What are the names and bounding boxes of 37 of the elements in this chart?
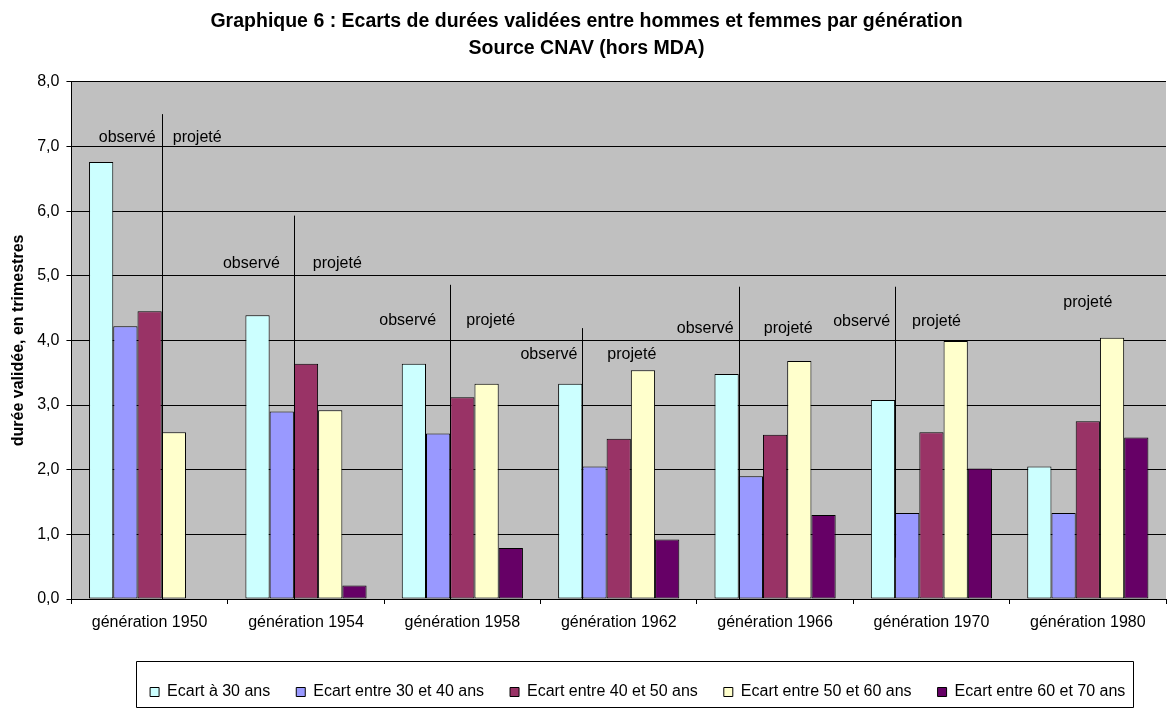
y-tick-label: 6,0 <box>37 201 60 219</box>
x-tick-label: génération 1980 <box>1029 613 1146 631</box>
legend-label: Ecart à 30 ans <box>167 682 271 700</box>
legend-label: Ecart entre 30 et 40 ans <box>313 682 485 700</box>
x-tick-label: génération 1954 <box>248 613 364 631</box>
annotation: observé <box>833 312 891 330</box>
y-tick-label: 5,0 <box>37 266 60 284</box>
annotation: observé <box>98 128 156 146</box>
annotation: observé <box>676 318 734 336</box>
y-axis-title: durée validée, en trimestres <box>9 234 27 447</box>
annotation: projeté <box>466 311 516 329</box>
annotation: observé <box>520 345 578 363</box>
y-tick-label: 2,0 <box>37 460 60 478</box>
annotation: projeté <box>312 253 362 271</box>
annotation: projeté <box>1063 292 1113 310</box>
annotation: projeté <box>763 318 813 336</box>
x-tick-label: génération 1950 <box>91 613 208 631</box>
y-tick-label: 0,0 <box>37 589 60 607</box>
legend-label: Ecart entre 40 et 50 ans <box>527 682 698 700</box>
x-tick-label: génération 1966 <box>717 613 834 631</box>
y-tick-label: 4,0 <box>37 330 60 348</box>
x-tick-label: génération 1962 <box>560 613 677 631</box>
x-tick-label: génération 1970 <box>873 613 990 631</box>
x-tick-label: génération 1958 <box>404 613 521 631</box>
chart-subtitle: Source CNAV (hors MDA) <box>468 36 705 59</box>
annotation: projeté <box>607 345 657 363</box>
annotation: observé <box>379 311 437 329</box>
chart-title: Graphique 6 : Ecarts de durées validées entre hommes et femmes par génération <box>210 9 963 32</box>
legend-label: Ecart entre 60 et 70 ans <box>954 682 1126 700</box>
annotation: projeté <box>912 312 962 330</box>
annotation: projeté <box>172 128 222 146</box>
y-tick-label: 8,0 <box>37 72 60 90</box>
y-tick-label: 3,0 <box>37 395 60 413</box>
y-tick-label: 7,0 <box>37 136 60 154</box>
annotation: observé <box>222 253 280 271</box>
y-tick-label: 1,0 <box>37 524 60 542</box>
legend-label: Ecart entre 50 et 60 ans <box>740 682 912 700</box>
